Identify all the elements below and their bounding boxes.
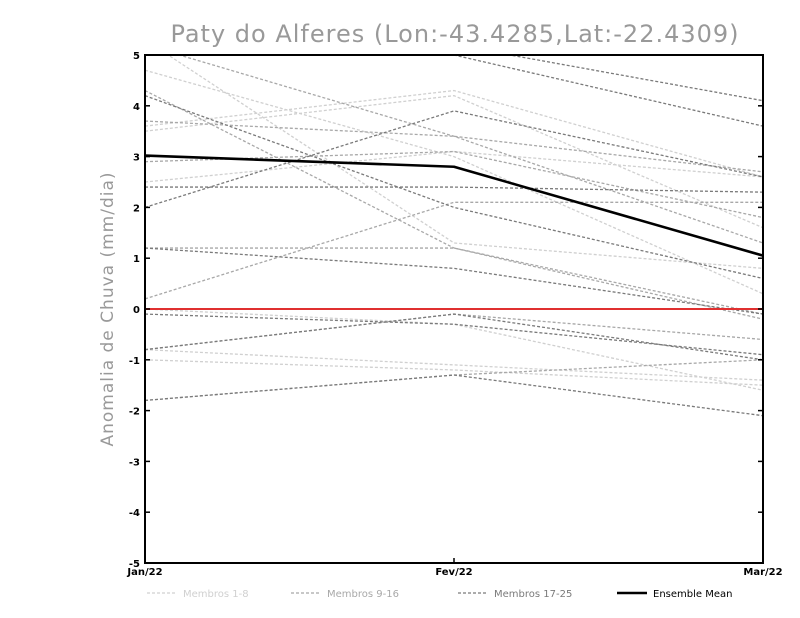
member-line-group1-2 [145, 94, 763, 229]
member-line-group3-7 [145, 313, 763, 356]
x-tick-label: Jan/22 [126, 567, 162, 578]
member-line-group3-9 [145, 374, 763, 417]
y-tick-label: 1 [133, 254, 140, 265]
member-line-group3-4 [145, 110, 763, 209]
y-tick-label: 3 [133, 153, 140, 164]
y-tick-label: -3 [129, 457, 140, 468]
ensemble-mean-line [144, 154, 764, 257]
legend-label: Membros 9-16 [327, 589, 399, 600]
member-line-group2-1 [177, 55, 763, 244]
legend-label: Membros 1-8 [183, 589, 249, 600]
member-line-group3-8 [145, 313, 763, 361]
member-line-group2-2 [145, 120, 763, 173]
y-tick-label: 2 [133, 203, 140, 214]
member-line-group1-3 [145, 150, 763, 183]
member-line-group1-7 [145, 359, 763, 386]
ensemble-mean-group [144, 154, 764, 257]
legend-label: Ensemble Mean [653, 589, 732, 600]
member-line-group3-5 [145, 186, 763, 193]
member-line-group1-8 [145, 308, 763, 391]
y-tick-label: -1 [129, 356, 140, 367]
legend-label: Membros 17-25 [494, 589, 572, 600]
y-tick-label: 4 [133, 102, 140, 113]
x-tick-label: Fev/22 [435, 567, 472, 578]
member-line-group3-2 [451, 55, 763, 127]
member-line-group1-5 [145, 69, 763, 295]
chart-title: Paty do Alferes (Lon:-43.4285,Lat:-22.43… [170, 20, 739, 48]
y-tick-label: -2 [129, 407, 140, 418]
legend: Membros 1-8 Membros 9-16 Membros 17-25 Ense… [147, 589, 732, 600]
member-line-group2-7 [145, 313, 763, 351]
member-line-group2-4 [145, 201, 763, 300]
member-line-group1-6 [145, 348, 763, 381]
y-axis-ticks: 5 4 3 2 1 0 -1 -2 -3 -4 -5 [129, 51, 763, 570]
y-tick-label: -5 [129, 559, 140, 570]
y-tick-label: 0 [133, 305, 140, 316]
member-line-group1-1 [145, 89, 763, 178]
y-tick-label: 5 [133, 51, 140, 62]
member-line-group1-4 [166, 55, 763, 270]
member-line-group2-5 [145, 247, 763, 320]
member-line-group2-8 [145, 89, 763, 315]
y-axis-label: Anomalia de Chuva (mm/dia) [98, 171, 118, 446]
x-tick-label: Mar/22 [743, 567, 782, 578]
member-line-group3-6 [145, 247, 763, 315]
member-lines [145, 55, 763, 417]
y-tick-label: -4 [129, 508, 140, 519]
x-axis-ticks: Jan/22 Fev/22 Mar/22 [126, 558, 783, 578]
